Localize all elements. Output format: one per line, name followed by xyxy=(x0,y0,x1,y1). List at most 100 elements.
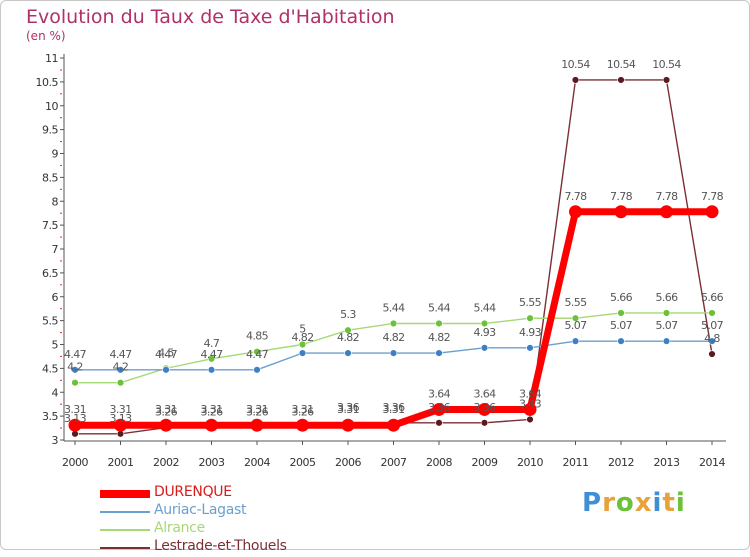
data-label: 10.54 xyxy=(561,58,590,71)
data-label: 3.31 xyxy=(109,403,131,416)
data-label: 4.82 xyxy=(428,331,450,344)
x-tick-label: 2005 xyxy=(290,456,316,469)
data-point xyxy=(478,402,491,416)
data-point xyxy=(526,415,534,424)
data-label: 4.7 xyxy=(204,337,220,350)
data-label: 5.55 xyxy=(564,296,587,309)
data-point xyxy=(389,319,398,328)
data-label: 3.31 xyxy=(64,403,86,416)
x-tick-label: 2010 xyxy=(517,456,543,469)
y-tick-label: 6.5 xyxy=(42,267,58,280)
data-label: 7.78 xyxy=(564,190,587,203)
y-tick-label: 9 xyxy=(52,148,59,161)
x-tick-label: 2000 xyxy=(62,456,88,469)
y-tick-label: 5.5 xyxy=(42,315,58,328)
data-point xyxy=(571,314,580,322)
x-tick-label: 2014 xyxy=(699,456,725,469)
data-label: 3.26 xyxy=(291,406,314,419)
x-tick-label: 2013 xyxy=(654,456,680,469)
data-point xyxy=(389,349,398,357)
x-tick-label: 2006 xyxy=(335,456,361,469)
data-label: 10.54 xyxy=(652,58,681,71)
data-point xyxy=(708,350,716,358)
logo-letter: o xyxy=(615,488,635,518)
data-point xyxy=(435,319,443,328)
data-point xyxy=(708,309,716,317)
y-tick-label: 7.5 xyxy=(42,219,58,232)
data-point xyxy=(298,340,307,349)
y-tick-label: 8.5 xyxy=(42,171,58,184)
y-tick-label: 9.5 xyxy=(42,124,58,137)
data-label: 3.26 xyxy=(246,406,269,419)
x-tick-label: 2002 xyxy=(153,456,179,469)
data-point xyxy=(526,314,534,322)
data-label: 3.36 xyxy=(428,401,451,414)
data-point xyxy=(617,337,625,345)
data-label: 4.47 xyxy=(246,348,269,361)
y-tick-label: 5 xyxy=(52,339,59,352)
data-point xyxy=(662,337,671,345)
data-point xyxy=(387,418,400,432)
data-point xyxy=(344,349,352,357)
data-label: 4.93 xyxy=(473,326,496,339)
data-label: 4.93 xyxy=(519,326,542,339)
legend-label: DURENQUE xyxy=(154,484,232,500)
data-label: 3.64 xyxy=(428,387,451,400)
legend-label: Auriac-Lagast xyxy=(154,502,247,518)
data-label: 5 xyxy=(299,323,306,336)
data-label: 3.13 xyxy=(109,412,132,425)
data-point xyxy=(298,349,307,357)
data-label: 4.85 xyxy=(246,330,269,343)
data-point xyxy=(571,337,580,345)
data-label: 4.82 xyxy=(382,331,404,344)
data-label: 3.26 xyxy=(200,406,223,419)
data-point xyxy=(526,344,534,352)
data-label: 5.55 xyxy=(519,296,542,309)
legend-swatch xyxy=(100,511,150,513)
data-point xyxy=(207,355,216,363)
data-point xyxy=(435,419,443,427)
data-label: 5.3 xyxy=(340,308,356,321)
data-label: 5.66 xyxy=(701,291,724,304)
data-label: 4.47 xyxy=(155,348,178,361)
x-tick-label: 2001 xyxy=(108,456,134,469)
data-label: 3.26 xyxy=(155,406,178,419)
data-label: 3.64 xyxy=(519,387,542,400)
data-point xyxy=(341,418,355,432)
proxiti-logo: Proxiti xyxy=(582,488,686,518)
data-label: 3.31 xyxy=(382,403,404,416)
x-tick-label: 2003 xyxy=(199,456,225,469)
data-label: 7.78 xyxy=(610,190,633,203)
data-label: 5.66 xyxy=(610,291,633,304)
data-label: 5.07 xyxy=(701,319,724,332)
x-tick-label: 2008 xyxy=(426,456,452,469)
data-point xyxy=(435,349,443,357)
data-point xyxy=(253,347,261,356)
data-point xyxy=(114,418,127,432)
legend-swatch xyxy=(100,547,150,549)
data-point xyxy=(614,205,628,219)
data-point xyxy=(480,344,489,352)
data-point xyxy=(253,366,261,374)
data-point xyxy=(207,366,216,374)
logo-letter: i xyxy=(675,488,686,518)
unit-label: (en %) xyxy=(26,29,66,43)
data-point xyxy=(571,76,580,84)
data-label: 5.44 xyxy=(473,301,496,314)
data-label: 3.64 xyxy=(473,387,496,400)
data-label: 3.36 xyxy=(337,401,360,414)
data-point xyxy=(162,366,170,374)
data-point xyxy=(660,205,673,219)
y-tick-label: 4.5 xyxy=(42,362,58,375)
logo-letter: t xyxy=(662,488,676,518)
data-label: 3.36 xyxy=(473,401,496,414)
data-point xyxy=(344,326,352,334)
data-point xyxy=(116,379,125,387)
y-tick-label: 10 xyxy=(45,100,58,113)
data-label: 3.31 xyxy=(337,403,359,416)
data-label: 3.31 xyxy=(155,403,177,416)
data-point xyxy=(71,379,79,387)
legend-label: Alrance xyxy=(154,520,205,536)
data-point xyxy=(523,402,537,416)
data-label: 4.47 xyxy=(109,348,132,361)
